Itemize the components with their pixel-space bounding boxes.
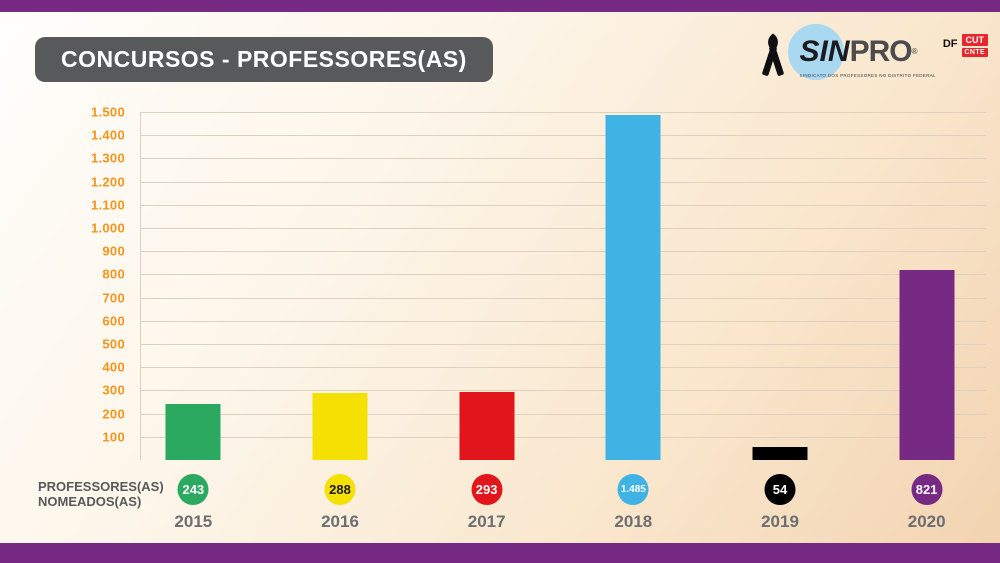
- value-badge-2019: 54: [764, 474, 796, 505]
- bottom-purple-strip: [0, 543, 1000, 563]
- gridline: [141, 112, 986, 113]
- y-tick-label: 300: [102, 382, 125, 398]
- bar-2015: [165, 403, 221, 460]
- bars-layer: [120, 112, 1000, 460]
- gridline: [141, 158, 986, 160]
- sinpro-df-logo: SINPRO® SINDICATO DOS PROFESSORES NO DIS…: [758, 23, 988, 86]
- bar-2019: [752, 447, 808, 460]
- y-tick-label: 200: [102, 406, 125, 422]
- year-label-2018: 2018: [614, 512, 653, 531]
- gridline: [141, 135, 986, 137]
- y-tick-label: 1.400: [90, 127, 125, 143]
- y-tick-label: 800: [102, 266, 125, 282]
- y-tick-label: 1.200: [90, 174, 125, 190]
- year-label-2017: 2017: [467, 512, 506, 531]
- gridline: [141, 204, 986, 206]
- value-badges-row: 243 288 293 1.485 54 821: [120, 474, 1000, 506]
- y-tick-label: 1.500: [90, 104, 125, 120]
- gridline: [141, 181, 986, 183]
- cut-logo: CUT: [961, 34, 988, 46]
- value-badge-2020: 821: [911, 474, 943, 505]
- y-tick-label: 700: [102, 290, 125, 306]
- year-labels-row: 2015 2016 2017 2018 2019 2020: [120, 512, 1000, 534]
- gridline: [141, 297, 986, 299]
- gridline: [141, 367, 986, 369]
- year-label-2020: 2020: [907, 512, 946, 531]
- y-tick-label: 500: [102, 336, 125, 352]
- logo-sin: SIN: [799, 34, 850, 68]
- value-badge-2015: 243: [177, 474, 209, 505]
- logo-text: SINPRO®: [799, 34, 936, 72]
- year-label-2015: 2015: [174, 512, 213, 531]
- gridline: [141, 413, 986, 415]
- y-tick-label: 600: [102, 313, 125, 329]
- series-label-line1: PROFESSORES(AS): [38, 479, 164, 494]
- bar-2020: [899, 269, 955, 460]
- series-label-line2: NOMEADOS(AS): [38, 494, 142, 509]
- gridline: [141, 274, 986, 276]
- value-badge-2016: 288: [324, 474, 356, 505]
- y-tick-label: 400: [102, 359, 125, 375]
- year-label-2019: 2019: [761, 512, 799, 531]
- year-label-2016: 2016: [321, 512, 359, 531]
- logo-wordmark: SINPRO® SINDICATO DOS PROFESSORES NO DIS…: [787, 23, 938, 80]
- top-purple-strip: [0, 0, 1000, 12]
- logo-df: DF: [942, 38, 958, 50]
- registered-trademark-icon: ®: [911, 46, 918, 56]
- gridline: [141, 251, 986, 253]
- bar-2018: [605, 115, 661, 460]
- series-label: PROFESSORES(AS) NOMEADOS(AS): [38, 479, 164, 509]
- value-badge-2017: 293: [471, 474, 503, 505]
- y-axis: 1.500 1.400 1.300 1.200 1.100 1.000 900 800 700 6…: [40, 105, 125, 460]
- gridline: [141, 320, 986, 322]
- gridline: [141, 344, 986, 345]
- plot-area: [140, 112, 986, 460]
- gridline: [141, 436, 986, 438]
- black-ribbon-icon: [758, 31, 788, 79]
- union-badges: CUT CNTE: [961, 24, 988, 57]
- logo-pro: PRO: [849, 34, 913, 68]
- value-badge-2018: 1.485: [617, 474, 649, 505]
- gridline: [141, 228, 986, 229]
- bar-2017: [459, 392, 515, 460]
- y-tick-label: 1.300: [90, 150, 125, 166]
- cnte-logo: CNTE: [961, 48, 988, 57]
- gridline: [141, 390, 986, 392]
- logo-tagline: SINDICATO DOS PROFESSORES NO DISTRITO FE…: [799, 72, 936, 78]
- logo-circle: [787, 23, 844, 80]
- y-tick-label: 100: [102, 429, 125, 445]
- y-tick-label: 900: [102, 243, 125, 259]
- bar-2016: [312, 393, 368, 460]
- y-tick-label: 1.000: [90, 220, 125, 236]
- page-title: CONCURSOS - PROFESSORES(AS): [35, 37, 493, 82]
- y-tick-label: 1.100: [90, 197, 125, 213]
